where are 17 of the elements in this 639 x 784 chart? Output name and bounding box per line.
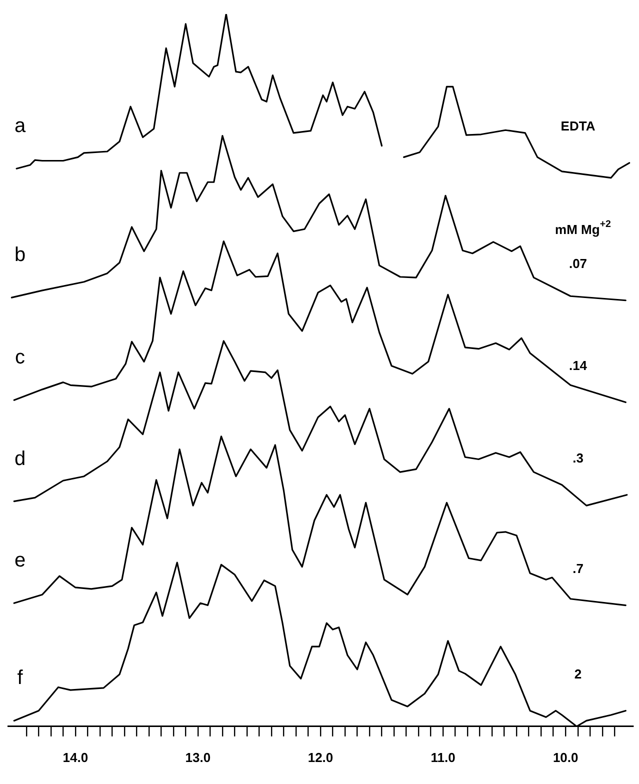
x-tick-label: 11.0 [430, 750, 456, 765]
x-tick-label: 12.0 [308, 750, 334, 765]
annotation: .14 [568, 358, 588, 373]
annotation: 2 [574, 666, 582, 682]
x-tick-label: 13.0 [185, 750, 211, 765]
series-label: d [14, 448, 26, 470]
series-label: e [14, 550, 26, 572]
x-tick-label: 10.0 [552, 750, 578, 765]
annotation: .3 [572, 450, 584, 466]
annotation: .7 [572, 560, 584, 576]
x-tick-label: 14.0 [62, 750, 88, 765]
series-label: b [14, 244, 26, 266]
series-label: a [14, 115, 26, 138]
annotation: EDTA [560, 118, 596, 134]
series-label: c [15, 346, 25, 369]
series-label: f [17, 667, 24, 690]
annotation: .07 [568, 256, 588, 271]
